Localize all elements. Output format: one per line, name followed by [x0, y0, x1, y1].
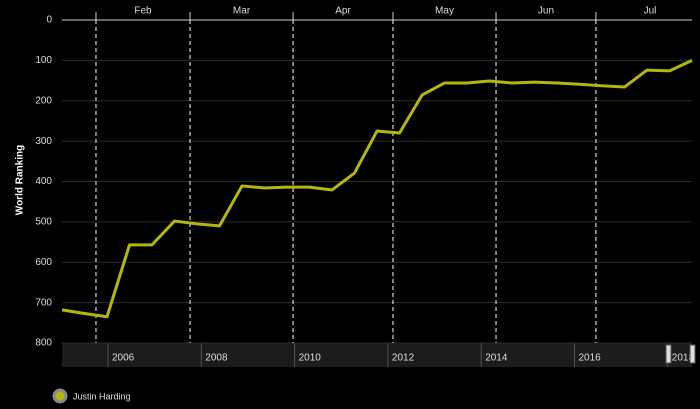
y-tick-label: 800 [35, 338, 52, 349]
navigator-label: 2010 [299, 353, 322, 364]
navigator-handle[interactable] [689, 344, 696, 364]
navigator-axis: 2006 2008 2010 2012 2014 2016 2018 [107, 343, 695, 367]
navigator-handle[interactable] [665, 344, 672, 364]
y-tick-label: 0 [46, 15, 52, 26]
x-tick-label: Jun [538, 6, 554, 17]
y-tick-label: 700 [35, 297, 52, 308]
y-tick-label: 500 [35, 217, 52, 228]
navigator-label: 2018 [672, 353, 695, 364]
y-tick-label: 300 [35, 136, 52, 147]
navigator-label: 2016 [579, 353, 602, 364]
x-tick-label: Mar [233, 6, 251, 17]
navigator[interactable] [62, 343, 692, 367]
y-tick-label: 600 [35, 257, 52, 268]
navigator-label: 2012 [392, 353, 415, 364]
legend-label[interactable]: Justin Harding [73, 391, 131, 401]
y-tick-label: 100 [35, 55, 52, 66]
x-tick-label: Apr [335, 6, 351, 17]
x-tick-label: May [435, 6, 454, 17]
x-tick-label: Feb [134, 6, 152, 17]
y-tick-label: 400 [35, 176, 52, 187]
navigator-label: 2014 [485, 353, 508, 364]
y-axis-title: World Ranking [15, 145, 26, 215]
y-tick-label: 200 [35, 95, 52, 106]
navigator-label: 2006 [112, 353, 135, 364]
x-tick-label: Jul [644, 6, 657, 17]
legend-symbol[interactable] [52, 388, 68, 404]
series-line [61, 59, 693, 319]
navigator-label: 2008 [205, 353, 228, 364]
